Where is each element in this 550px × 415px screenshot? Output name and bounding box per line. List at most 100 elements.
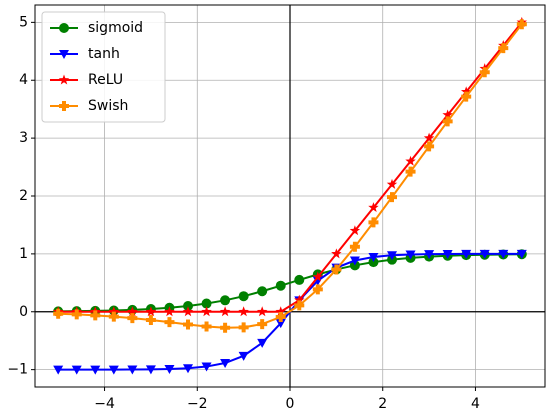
marker	[312, 271, 324, 282]
marker	[220, 295, 231, 306]
marker	[164, 306, 175, 317]
marker	[59, 50, 69, 59]
marker	[294, 294, 305, 305]
marker	[127, 313, 138, 324]
marker	[108, 311, 119, 322]
marker	[257, 319, 268, 330]
marker	[275, 319, 286, 329]
x-tick-label: −2	[187, 396, 208, 412]
y-tick-label: 5	[19, 14, 28, 30]
series-line	[58, 21, 523, 313]
marker	[183, 364, 193, 374]
marker	[405, 166, 416, 177]
marker	[219, 306, 231, 317]
marker	[108, 306, 120, 317]
y-tick-label: −1	[7, 362, 28, 378]
marker	[405, 155, 416, 166]
x-tick-label: 2	[378, 396, 387, 412]
legend-label: Swish	[88, 98, 128, 114]
marker	[424, 250, 435, 260]
marker	[442, 116, 453, 127]
legend-box	[41, 11, 166, 123]
marker	[257, 338, 268, 348]
x-tick-label: 0	[286, 396, 295, 412]
legend-label: tanh	[88, 46, 120, 62]
marker	[275, 280, 286, 291]
marker	[294, 274, 305, 285]
marker	[386, 178, 398, 189]
marker	[183, 300, 193, 311]
marker	[368, 257, 379, 268]
marker	[145, 306, 157, 317]
marker	[423, 132, 435, 143]
marker	[442, 250, 453, 260]
marker	[182, 306, 194, 317]
y-tick-label: 2	[19, 188, 28, 204]
marker	[498, 43, 509, 54]
marker	[238, 291, 249, 302]
marker	[201, 298, 212, 309]
y-tick-label: 4	[19, 72, 28, 88]
marker	[349, 256, 360, 266]
marker	[368, 252, 379, 262]
marker	[368, 217, 379, 228]
marker	[405, 250, 416, 260]
marker	[275, 311, 286, 322]
marker	[90, 365, 101, 375]
marker	[183, 319, 193, 330]
marker	[331, 264, 342, 275]
marker	[461, 91, 472, 102]
marker	[479, 67, 490, 78]
y-tick-label: 0	[19, 304, 28, 320]
y-tick-label: 1	[19, 246, 28, 262]
plot-frame	[34, 4, 546, 388]
marker	[164, 317, 175, 328]
marker	[71, 309, 82, 320]
marker	[59, 23, 69, 33]
marker	[201, 306, 212, 317]
marker	[387, 251, 397, 261]
marker	[349, 225, 361, 236]
marker	[127, 365, 138, 375]
legend-label: ReLU	[88, 72, 123, 88]
marker	[58, 74, 70, 85]
x-tick-label: −4	[94, 396, 115, 412]
marker	[516, 249, 527, 259]
x-tick-label: 4	[471, 396, 480, 412]
marker	[331, 248, 342, 259]
marker	[461, 249, 472, 259]
marker	[164, 364, 175, 374]
marker	[201, 321, 212, 332]
marker	[71, 365, 82, 375]
legend-label: sigmoid	[88, 20, 143, 36]
marker	[238, 351, 249, 361]
marker	[479, 249, 490, 259]
marker	[220, 322, 231, 333]
marker	[220, 359, 231, 369]
marker	[59, 101, 69, 111]
marker	[256, 306, 268, 317]
marker	[238, 306, 249, 317]
marker	[368, 202, 379, 213]
marker	[498, 249, 509, 259]
y-tick-label: 3	[19, 130, 28, 146]
marker	[275, 306, 286, 317]
marker	[257, 286, 268, 297]
marker	[90, 310, 101, 321]
marker	[145, 365, 156, 375]
marker	[349, 241, 360, 252]
marker	[294, 300, 305, 311]
marker	[442, 109, 453, 120]
marker	[516, 19, 527, 30]
marker	[108, 365, 119, 375]
marker	[312, 284, 323, 295]
marker	[460, 86, 472, 97]
marker	[201, 362, 212, 372]
marker	[53, 308, 64, 319]
marker	[424, 141, 435, 152]
marker	[53, 365, 64, 375]
marker	[127, 306, 138, 317]
marker	[387, 192, 397, 203]
marker	[145, 314, 156, 325]
